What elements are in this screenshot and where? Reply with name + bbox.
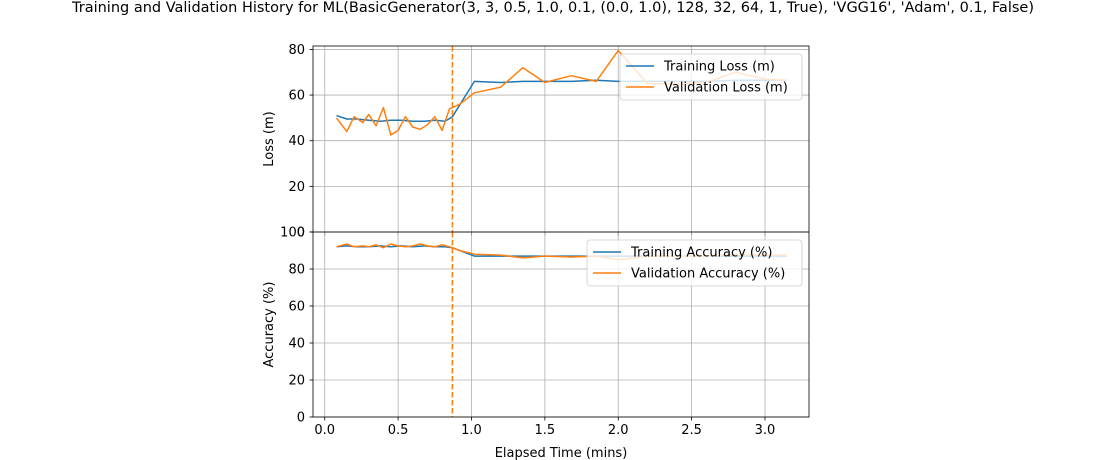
- legend-label: Validation Accuracy (%): [631, 267, 785, 282]
- x-axis-label: Elapsed Time (mins): [495, 446, 628, 460]
- x-tick-label: 1.0: [461, 423, 482, 438]
- legend-box: [586, 239, 803, 287]
- y-axis-label: Loss (m): [262, 111, 277, 166]
- x-tick-label: 1.5: [535, 423, 556, 438]
- loss-panel: 0 20 40 60 80 Loss (m) Training Loss (m) Valida…: [262, 43, 810, 241]
- y-tick-label: 40: [288, 337, 305, 352]
- legend-label: Validation Loss (m): [664, 81, 788, 96]
- axes-frame: [312, 231, 810, 418]
- y-tick-label: 60: [288, 89, 305, 104]
- y-axis-label: Accuracy (%): [262, 282, 277, 368]
- y-tick-label: 60: [288, 300, 305, 315]
- x-tick-label: 2.0: [608, 423, 629, 438]
- y-tick-label: 80: [288, 263, 305, 278]
- y-tick-label: 20: [288, 374, 305, 389]
- y-tick-label: 80: [288, 43, 305, 58]
- x-tick-label: 2.5: [681, 423, 702, 438]
- y-tick-label: 20: [288, 180, 305, 195]
- figure-title: Training and Validation History for ML(B…: [71, 0, 1034, 16]
- x-tick-label: 3.0: [755, 423, 776, 438]
- x-tick-label: 0.5: [388, 423, 409, 438]
- y-tick-label: 0: [297, 411, 305, 426]
- y-tick-label: 100: [280, 226, 305, 241]
- x-tick-label: 0.0: [314, 423, 335, 438]
- accuracy-panel: 0 20 40 60 80 100 0.0 0.5 1.0 1.5 2.0 2.5 3.0 Accurac…: [262, 226, 810, 460]
- y-tick-label: 0: [297, 226, 305, 241]
- legend-label: Training Loss (m): [663, 60, 775, 75]
- legend-label: Training Accuracy (%): [630, 246, 772, 261]
- legend-box: [619, 53, 803, 101]
- y-tick-label: 40: [288, 134, 305, 149]
